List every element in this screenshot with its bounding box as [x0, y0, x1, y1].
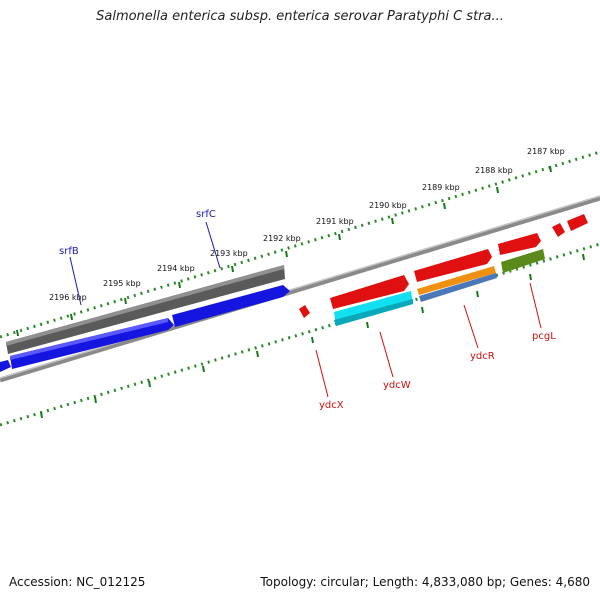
ruler-label: 2194 kbp: [157, 264, 195, 273]
accession-text: Accession: NC_012125: [9, 575, 146, 589]
ruler-label: 2189 kbp: [422, 183, 460, 192]
ydcR-leader: [463, 304, 479, 349]
gene-red-pcgL: [498, 233, 541, 255]
ruler-label: 2195 kbp: [103, 279, 141, 288]
srfB-leader: [69, 256, 82, 306]
ydcW-leader: [379, 331, 394, 378]
ydcX-leader: [315, 349, 329, 398]
gene-red-small: [552, 223, 565, 237]
gene-blue-left-edge: [0, 360, 11, 372]
ruler-label: 2196 kbp: [49, 293, 87, 302]
inner-ruler-ticks: [40, 253, 585, 419]
gene-label-srfB: srfB: [59, 246, 79, 257]
ruler-label: 2191 kbp: [316, 217, 354, 226]
gene-steel: [419, 273, 497, 302]
gene-red-ydcW: [330, 275, 409, 309]
map-title: Salmonella enterica subsp. enterica sero…: [96, 9, 504, 24]
ruler-label: 2187 kbp: [527, 147, 565, 156]
gene-label-ydcX: ydcX: [319, 400, 344, 411]
srfC-leader: [205, 221, 221, 269]
gene-blue-srfB: [10, 318, 174, 369]
gene-red-small-2: [567, 214, 588, 231]
gene-label-ydcR: ydcR: [470, 351, 495, 362]
gene-label-srfC: srfC: [196, 209, 216, 220]
gene-red-ydcR: [414, 249, 492, 282]
gene-grey-highlight: [6, 265, 284, 346]
gene-olive: [501, 249, 545, 273]
gene-orange: [417, 266, 496, 295]
gene-blue-highlight: [10, 318, 168, 360]
genome-backbone-highlight: [0, 195, 600, 379]
gene-red-ydcX: [299, 305, 310, 318]
ruler-label: 2193 kbp: [210, 249, 248, 258]
gene-cyan-shade: [334, 299, 413, 326]
genome-backbone: [0, 195, 600, 383]
ruler-label: 2188 kbp: [475, 166, 513, 175]
inner-ruler-line: [0, 242, 600, 427]
outer-ruler-ticks: [16, 165, 552, 337]
topology-text: Topology: circular; Length: 4,833,080 bp…: [260, 575, 590, 589]
pcgL-leader: [529, 282, 542, 329]
ruler-label: 2192 kbp: [263, 234, 301, 243]
gene-label-pcgL: pcgL: [532, 331, 556, 342]
gene-label-ydcW: ydcW: [383, 380, 411, 391]
gene-blue-srfC: [172, 285, 290, 327]
ruler-label: 2190 kbp: [369, 201, 407, 210]
